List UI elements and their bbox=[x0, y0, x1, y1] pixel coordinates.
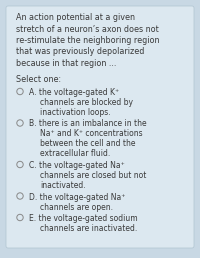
Text: C. the voltage-gated Na⁺: C. the voltage-gated Na⁺ bbox=[29, 161, 125, 170]
Text: inactivated.: inactivated. bbox=[40, 181, 86, 190]
Text: Select one:: Select one: bbox=[16, 75, 61, 84]
Text: channels are blocked by: channels are blocked by bbox=[40, 98, 133, 107]
Text: channels are closed but not: channels are closed but not bbox=[40, 171, 146, 180]
Text: between the cell and the: between the cell and the bbox=[40, 140, 136, 149]
FancyBboxPatch shape bbox=[6, 6, 194, 248]
Text: A. the voltage-gated K⁺: A. the voltage-gated K⁺ bbox=[29, 88, 119, 97]
Text: stretch of a neuron’s axon does not: stretch of a neuron’s axon does not bbox=[16, 25, 159, 34]
Text: extracellular fluid.: extracellular fluid. bbox=[40, 149, 110, 158]
Text: channels are inactivated.: channels are inactivated. bbox=[40, 224, 137, 233]
Text: that was previously depolarized: that was previously depolarized bbox=[16, 47, 144, 57]
Text: D. the voltage-gated Na⁺: D. the voltage-gated Na⁺ bbox=[29, 192, 125, 201]
Text: E. the voltage-gated sodium: E. the voltage-gated sodium bbox=[29, 214, 138, 223]
Text: channels are open.: channels are open. bbox=[40, 203, 113, 212]
Text: An action potential at a given: An action potential at a given bbox=[16, 13, 135, 22]
Text: Na⁺ and K⁺ concentrations: Na⁺ and K⁺ concentrations bbox=[40, 130, 143, 139]
Text: inactivation loops.: inactivation loops. bbox=[40, 108, 111, 117]
Text: B. there is an imbalance in the: B. there is an imbalance in the bbox=[29, 119, 147, 128]
Text: because in that region ...: because in that region ... bbox=[16, 59, 116, 68]
Text: re-stimulate the neighboring region: re-stimulate the neighboring region bbox=[16, 36, 160, 45]
